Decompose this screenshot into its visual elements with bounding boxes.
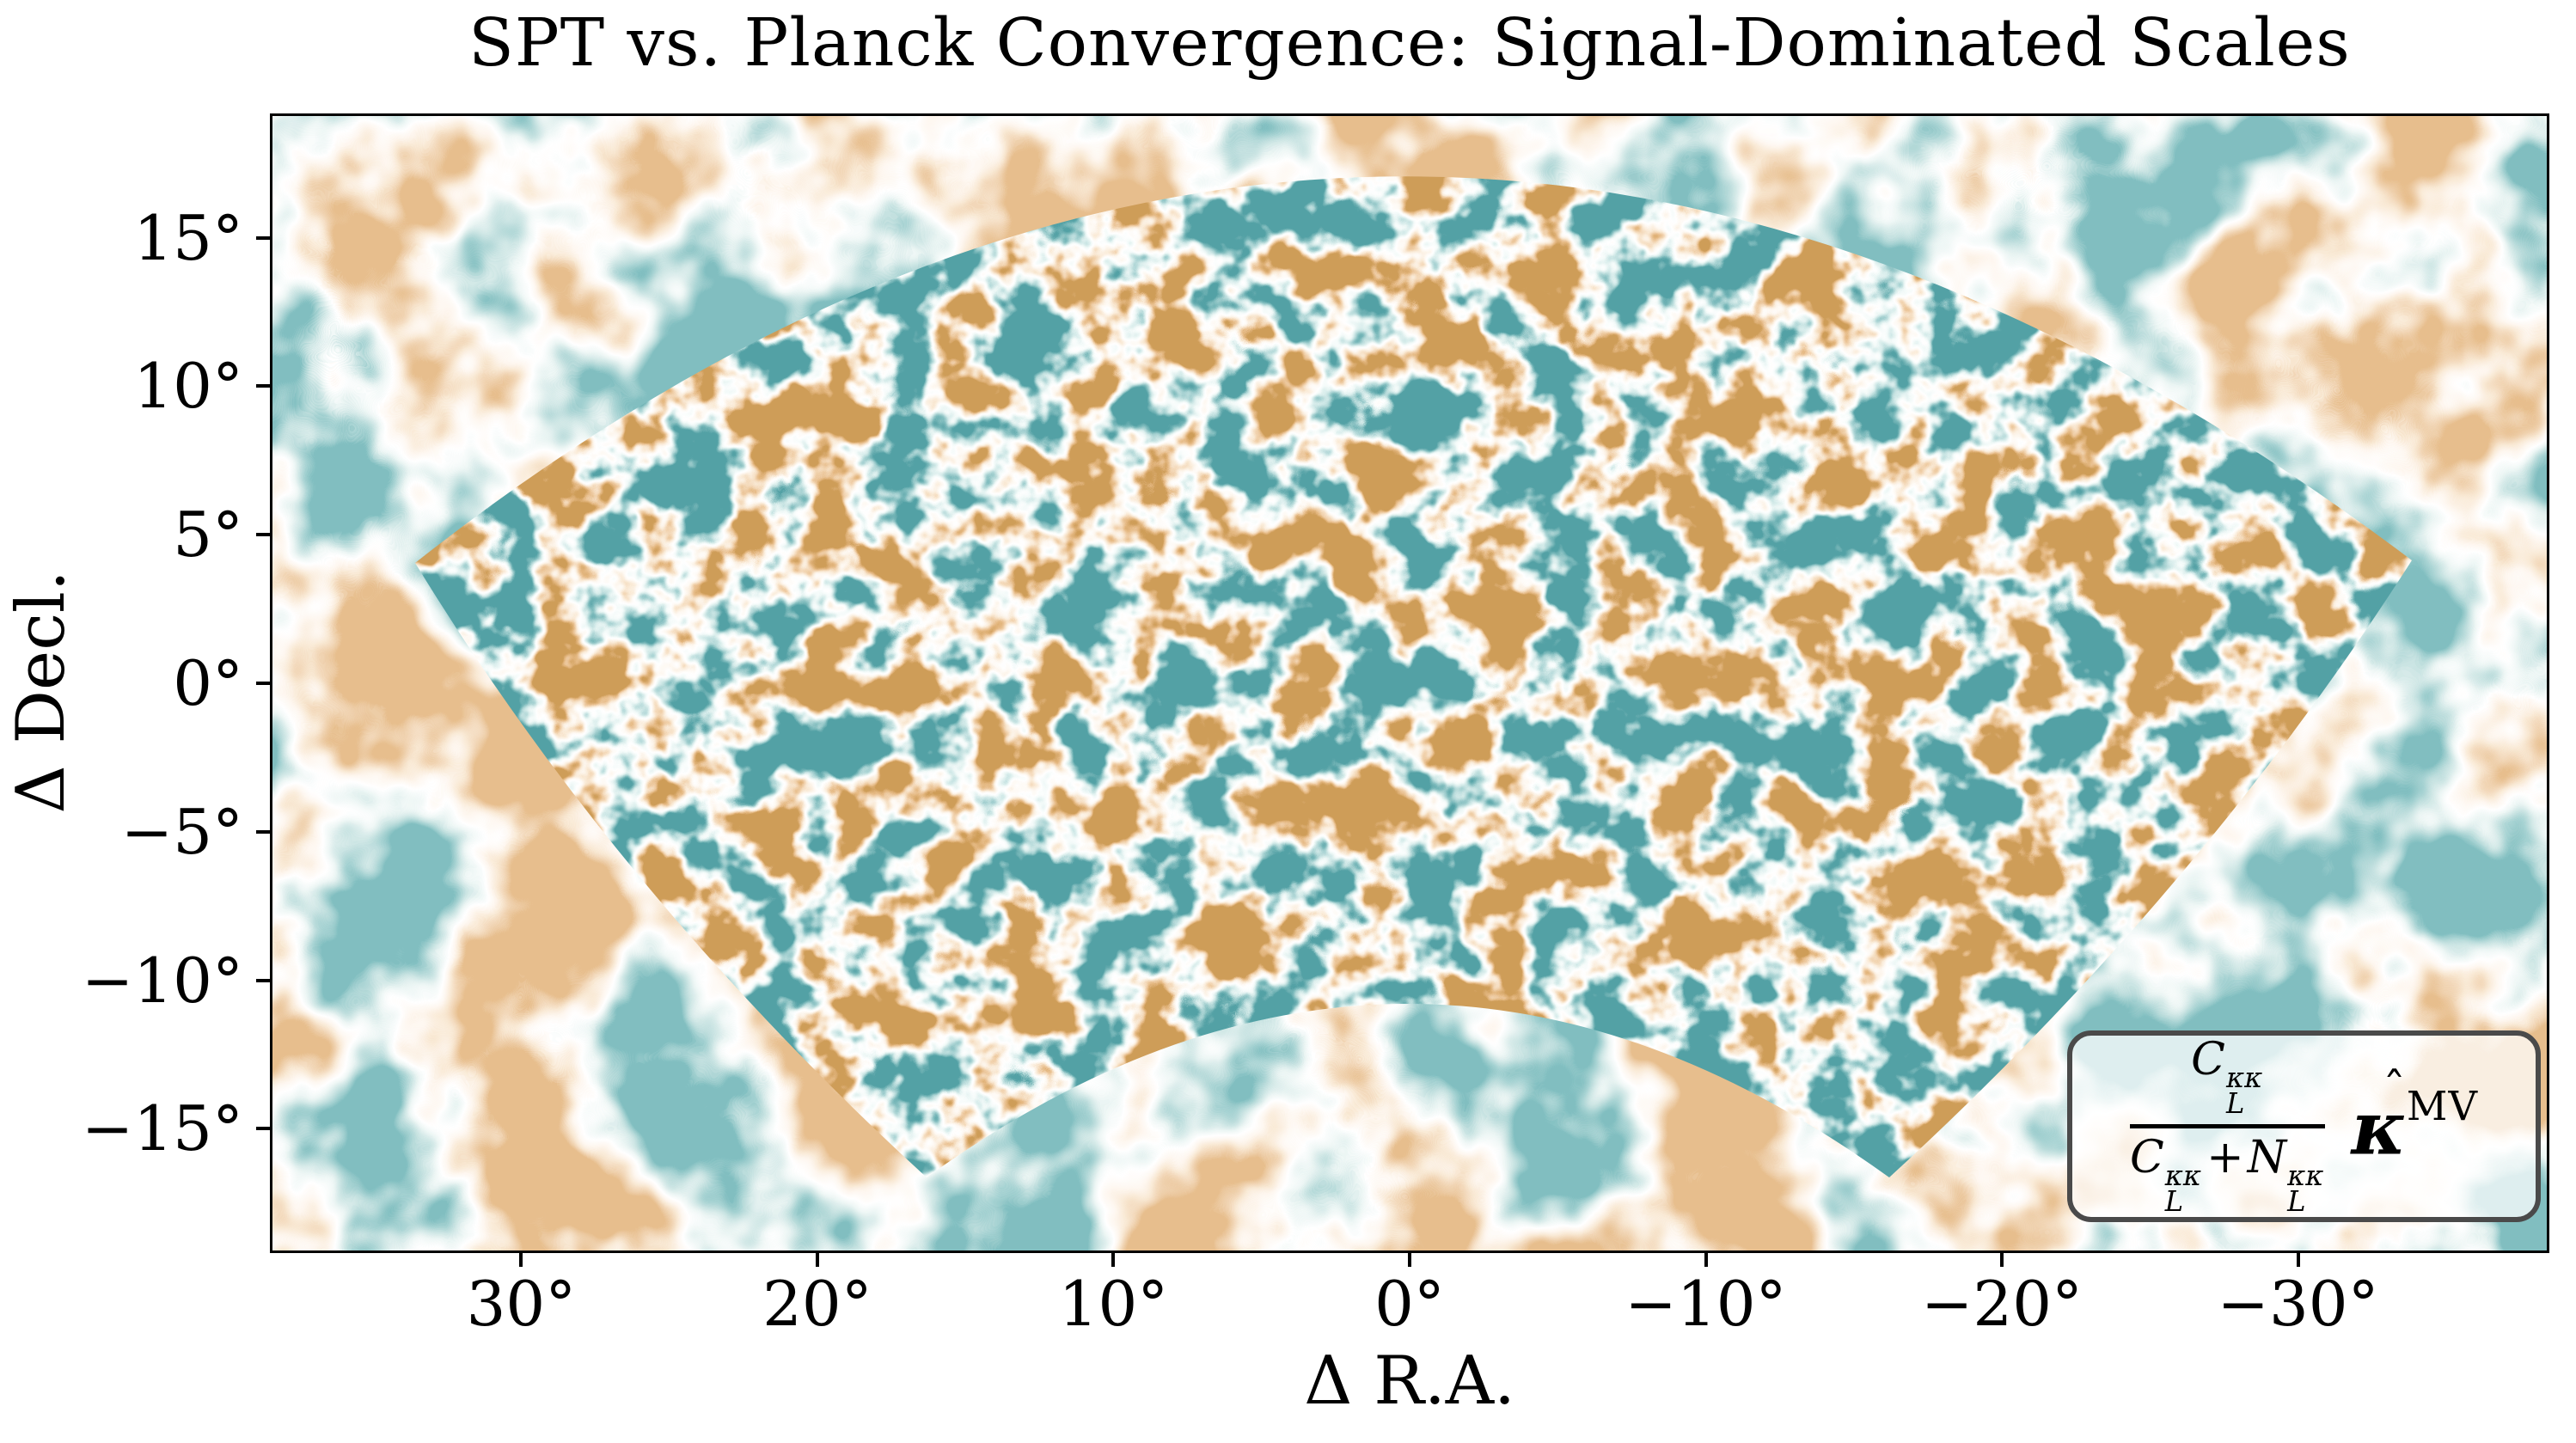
x-tick-label: −30°: [2217, 1268, 2379, 1340]
convergence-map: [272, 116, 2547, 1250]
y-tick-label: 10°: [133, 350, 243, 423]
x-axis-label: Δ R.A.: [1304, 1342, 1515, 1420]
x-tick-mark: [519, 1253, 523, 1267]
x-tick-label: 0°: [1374, 1268, 1445, 1340]
x-tick-label: 10°: [1058, 1268, 1169, 1340]
hat-accent: ˆ: [2383, 1062, 2406, 1116]
x-tick-mark: [815, 1253, 819, 1267]
y-tick-mark: [256, 978, 270, 982]
fraction-bar: [2130, 1124, 2326, 1128]
x-tick-label: −10°: [1625, 1268, 1787, 1340]
x-tick-label: 20°: [762, 1268, 872, 1340]
y-tick-label: 5°: [173, 498, 243, 572]
y-tick-mark: [256, 384, 270, 388]
x-tick-label: −20°: [1921, 1268, 2083, 1340]
y-tick-mark: [256, 829, 270, 834]
page-title: SPT vs. Planck Convergence: Signal-Domin…: [468, 5, 2351, 82]
y-tick-label: −5°: [120, 795, 243, 868]
x-tick-mark: [1111, 1253, 1116, 1267]
x-tick-mark: [1408, 1253, 1411, 1267]
x-tick-mark: [2296, 1253, 2300, 1267]
x-tick-label: 30°: [466, 1268, 577, 1340]
y-tick-label: −15°: [82, 1092, 243, 1165]
y-tick-mark: [256, 533, 270, 537]
y-tick-label: 0°: [173, 647, 243, 719]
y-tick-mark: [256, 235, 270, 240]
y-tick-label: −10°: [82, 944, 243, 1017]
x-tick-mark: [1704, 1253, 1708, 1267]
y-tick-mark: [256, 1127, 270, 1131]
kappa-estimator-symbol: ˆ κMV: [2351, 1062, 2478, 1172]
y-tick-label: 15°: [133, 201, 243, 274]
y-tick-mark: [256, 682, 270, 685]
x-tick-mark: [2000, 1253, 2004, 1267]
